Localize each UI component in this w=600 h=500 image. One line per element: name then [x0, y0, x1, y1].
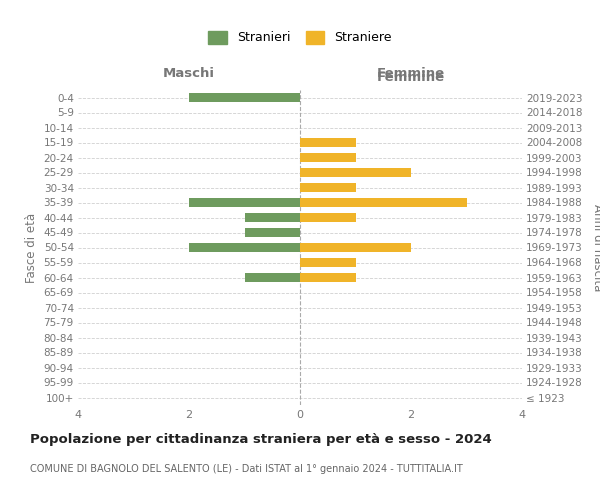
Bar	[300, 258, 355, 268]
Bar	[300, 168, 411, 177]
Bar	[300, 212, 355, 222]
Bar	[300, 242, 411, 252]
Bar	[245, 228, 300, 237]
Bar	[245, 212, 300, 222]
Bar	[300, 138, 355, 147]
Y-axis label: Fasce di età: Fasce di età	[25, 212, 38, 282]
Bar	[245, 272, 300, 282]
Legend: Stranieri, Straniere: Stranieri, Straniere	[205, 27, 395, 48]
Bar	[189, 198, 300, 207]
Bar	[300, 182, 355, 192]
Text: Popolazione per cittadinanza straniera per età e sesso - 2024: Popolazione per cittadinanza straniera p…	[30, 432, 492, 446]
Bar	[300, 152, 355, 162]
Bar	[189, 242, 300, 252]
Text: Maschi: Maschi	[163, 67, 215, 80]
Text: Femmine: Femmine	[377, 67, 445, 80]
Bar	[189, 92, 300, 102]
Y-axis label: Anni di nascita: Anni di nascita	[591, 204, 600, 291]
Text: COMUNE DI BAGNOLO DEL SALENTO (LE) - Dati ISTAT al 1° gennaio 2024 - TUTTITALIA.: COMUNE DI BAGNOLO DEL SALENTO (LE) - Dat…	[30, 464, 463, 474]
Text: Femmine: Femmine	[377, 70, 445, 84]
Bar	[300, 272, 355, 282]
Bar	[300, 198, 467, 207]
